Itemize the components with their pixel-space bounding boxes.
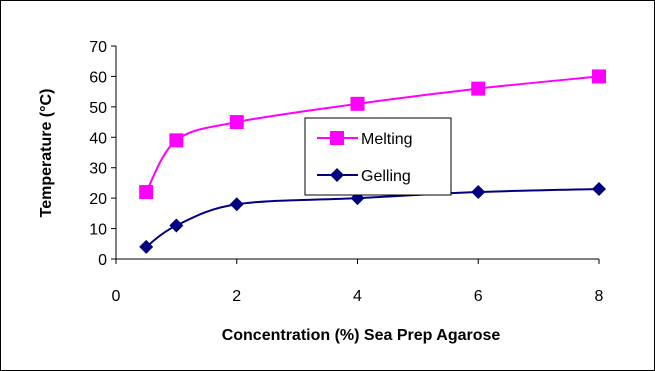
- legend: Melting Gelling: [304, 117, 452, 196]
- axes: 0 10 20 30 40 50 60 70 0 2 4 6 8: [89, 39, 603, 305]
- y-tick-label: 40: [89, 130, 107, 147]
- x-tick-label: 4: [353, 288, 362, 305]
- gelling-data-point: [471, 185, 486, 200]
- gelling-data-point: [592, 182, 606, 197]
- y-tick-label: 30: [89, 161, 107, 178]
- x-axis-title: Concentration (%) Sea Prep Agarose: [222, 327, 501, 344]
- y-tick-label: 0: [98, 252, 107, 269]
- melting-data-point: [169, 133, 184, 148]
- y-axis-title: Temperature (°C): [38, 89, 55, 218]
- y-tick-label: 10: [89, 222, 107, 239]
- legend-marker-gelling: [330, 168, 344, 182]
- x-tick-label: 2: [232, 288, 241, 305]
- gelling-data-point: [139, 239, 154, 254]
- x-tick-label: 8: [595, 288, 604, 305]
- x-tick-label: 6: [474, 288, 483, 305]
- series-line-gelling: [145, 188, 600, 248]
- legend-label-melting: Melting: [361, 131, 413, 148]
- melting-data-point: [229, 115, 244, 130]
- y-tick-label: 50: [89, 100, 107, 117]
- melting-data-point: [592, 69, 606, 84]
- legend-box: [304, 117, 452, 196]
- melting-data-point: [471, 81, 486, 96]
- melting-data-point: [350, 96, 365, 111]
- x-tick-label: 0: [112, 288, 121, 305]
- melting-data-point: [139, 185, 154, 200]
- legend-label-gelling: Gelling: [361, 168, 411, 185]
- y-tick-label: 70: [89, 39, 107, 56]
- gelling-data-point: [229, 197, 244, 212]
- gelling-data-point: [169, 218, 184, 233]
- legend-marker-melting: [330, 131, 344, 145]
- series-melting: [139, 69, 606, 200]
- y-tick-label: 20: [89, 191, 107, 208]
- y-tick-label: 60: [89, 69, 107, 86]
